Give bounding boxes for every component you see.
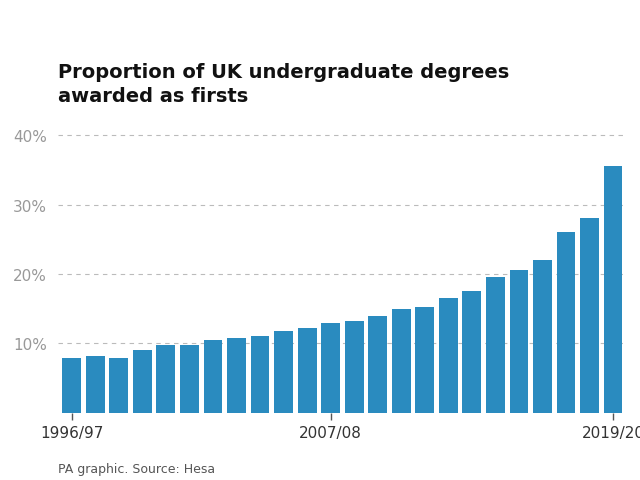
Bar [533,261,552,413]
Bar [298,328,317,413]
Bar [368,316,387,413]
Bar [180,345,199,413]
Bar [557,233,575,413]
Bar [580,219,599,413]
Bar [133,350,152,413]
Bar [251,336,269,413]
Bar [345,322,364,413]
Bar [274,331,293,413]
Bar [62,358,81,413]
Bar [321,324,340,413]
Text: PA graphic. Source: Hesa: PA graphic. Source: Hesa [58,462,215,475]
Bar [392,309,411,413]
Bar [204,340,222,413]
Bar [86,357,105,413]
Bar [509,271,529,413]
Bar [439,299,458,413]
Bar [156,345,175,413]
Text: Proportion of UK undergraduate degrees
awarded as firsts: Proportion of UK undergraduate degrees a… [58,63,509,106]
Bar [463,292,481,413]
Bar [486,278,505,413]
Bar [604,167,623,413]
Bar [227,338,246,413]
Bar [109,358,128,413]
Bar [415,308,434,413]
